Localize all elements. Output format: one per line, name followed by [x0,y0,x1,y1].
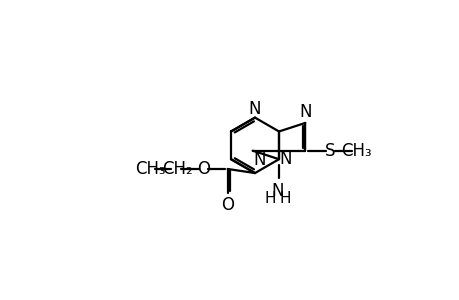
Text: N: N [248,100,261,118]
Text: CH₃: CH₃ [341,142,371,160]
Text: CH₂: CH₂ [162,160,193,178]
Text: N: N [253,152,265,169]
Text: O: O [197,160,210,178]
Text: N: N [298,103,311,122]
Text: H: H [279,191,290,206]
Text: O: O [221,196,234,214]
Text: N: N [271,182,283,200]
Text: CH₃: CH₃ [134,160,165,178]
Text: S: S [325,142,335,160]
Text: H: H [264,191,276,206]
Text: N: N [279,150,291,168]
